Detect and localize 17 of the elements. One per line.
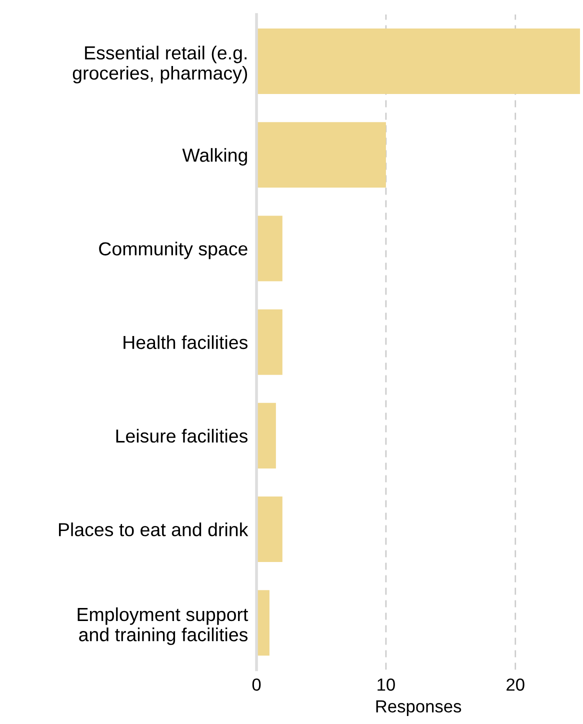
y-tick-label: Leisure facilities [116, 428, 248, 443]
x-tick-label: 10 [378, 678, 395, 691]
bar [256, 28, 580, 94]
x-tick-label: 0 [252, 678, 261, 691]
bar [256, 402, 276, 468]
bar [256, 496, 282, 562]
bar [256, 216, 282, 282]
y-tick-label: Walking [182, 148, 247, 166]
x-axis-title: Responses [376, 700, 462, 716]
y-tick-label: Places to eat and drink [58, 522, 248, 536]
y-tick-label: Employment support and training facilities [78, 607, 248, 646]
y-tick-label: Community space [99, 242, 248, 260]
y-tick-label: Health facilities [124, 335, 248, 350]
y-tick-label: Essential retail (e.g. groceries, pharmacy) [72, 46, 248, 84]
x-tick-label: 20 [506, 678, 524, 691]
bar [256, 309, 282, 375]
bar [256, 122, 386, 188]
